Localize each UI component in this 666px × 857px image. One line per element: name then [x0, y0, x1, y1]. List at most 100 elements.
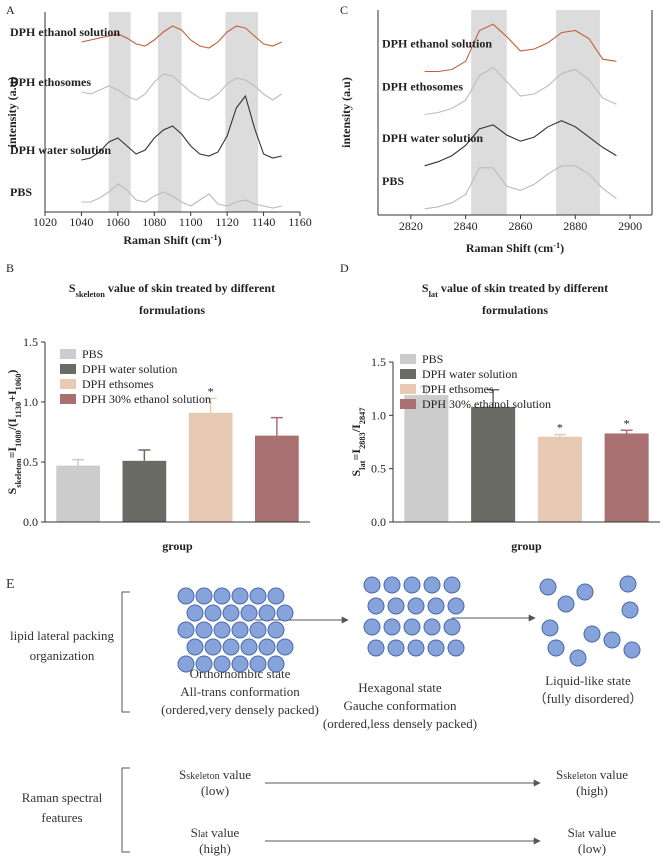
lipid	[195, 587, 213, 605]
lipid	[443, 618, 461, 636]
bar	[255, 435, 299, 522]
y-tick-label: 0.0	[23, 515, 38, 529]
state-text: Orthorhombic state	[190, 666, 291, 681]
shaded-band	[471, 10, 507, 215]
lipid	[195, 621, 213, 639]
state-text: （fully disordered）	[534, 691, 643, 706]
error-bar	[553, 433, 566, 437]
spectrum-line	[81, 25, 283, 49]
lipid	[621, 601, 639, 619]
x-tick-label: 2880	[563, 219, 587, 233]
lipid	[276, 604, 294, 622]
text-segment: /(I	[5, 418, 19, 431]
state-text: (ordered,less densely packed)	[323, 716, 477, 731]
lipid	[240, 604, 258, 622]
feature-name: Slat value	[191, 825, 240, 840]
lipid	[213, 587, 231, 605]
y-axis-label: intensity (a.u)	[5, 77, 19, 148]
legend-swatch	[400, 354, 416, 364]
legend-label: DPH 30% ethanol solution	[422, 397, 551, 411]
lipid	[231, 587, 249, 605]
series-label: DPH ethosomes	[382, 80, 463, 94]
lipid	[603, 631, 621, 649]
y-tick-label: 1.0	[23, 395, 38, 409]
text-segment: value	[208, 825, 240, 840]
text-segment: 1130	[14, 402, 23, 418]
x-tick-label: 1140	[252, 215, 276, 229]
x-tick-label: 2860	[508, 219, 532, 233]
legend-label: DPH ethsomes	[422, 382, 494, 396]
error-bar	[420, 385, 433, 396]
lipid	[383, 618, 401, 636]
series-label: PBS	[382, 174, 404, 188]
x-axis-label: group	[162, 539, 193, 553]
text-segment: 1080	[14, 430, 23, 447]
text-segment: 2847	[358, 407, 367, 424]
lipid	[231, 655, 249, 673]
lipid	[407, 639, 425, 657]
lipid	[623, 641, 641, 659]
y-axis-label: intensity (a.u)	[339, 77, 353, 148]
x-tick-label: 1100	[179, 215, 203, 229]
lipid	[443, 576, 461, 594]
lipid	[547, 639, 565, 657]
y-tick-label: 1.5	[23, 335, 38, 349]
x-tick-label: 1120	[215, 215, 239, 229]
bar	[471, 406, 516, 522]
text-segment: skeleton	[563, 771, 596, 782]
text-segment: intensity (a.u)	[339, 77, 353, 148]
text-segment: S	[69, 281, 76, 295]
x-tick-label: 2840	[454, 219, 478, 233]
lipid	[387, 639, 405, 657]
bar	[537, 436, 582, 522]
lipid	[186, 604, 204, 622]
text-segment: =I	[5, 447, 19, 459]
lipid	[619, 575, 637, 593]
significance: *	[208, 384, 214, 398]
spectrum-line	[81, 94, 282, 161]
lipid	[267, 587, 285, 605]
text-segment: )	[5, 370, 19, 374]
feature-level: (low)	[578, 841, 606, 856]
lipid	[447, 597, 465, 615]
x-tick-label: 2900	[618, 219, 642, 233]
legend-swatch	[60, 394, 76, 404]
panel-label: A	[6, 3, 15, 17]
shaded-band	[108, 12, 131, 212]
text-segment: S	[191, 825, 198, 840]
lipid	[541, 619, 559, 637]
text-segment: intensity (a.u)	[5, 77, 19, 148]
lipid	[423, 618, 441, 636]
x-axis-label: Raman Shift (cm-1)	[123, 233, 221, 248]
text-segment: 1060	[14, 374, 23, 391]
chart-title: formulations	[139, 303, 205, 317]
series-label: DPH ethanol solution	[10, 25, 120, 39]
text-segment: )	[218, 233, 222, 247]
state-text: Liquid-like state	[545, 673, 631, 688]
bracket	[121, 767, 130, 853]
lipid	[363, 576, 381, 594]
series-label: DPH water solution	[382, 131, 483, 145]
legend-label: DPH water solution	[82, 362, 177, 376]
lipid	[177, 655, 195, 673]
legend-label: DPH ethsomes	[82, 377, 154, 391]
text-segment: lat	[575, 829, 585, 840]
lipid	[195, 655, 213, 673]
y-tick-label: 0.5	[371, 462, 386, 476]
text-segment: formulations	[139, 303, 205, 317]
lipid	[569, 649, 587, 667]
feature-name: Sskeleton value	[179, 767, 251, 782]
panel-label: E	[6, 577, 15, 592]
legend-swatch	[400, 384, 416, 394]
lipid	[177, 621, 195, 639]
text-segment: +I	[5, 390, 19, 402]
shaded-band	[225, 12, 259, 212]
heading: lipid lateral packing	[10, 628, 114, 643]
panel-label: C	[340, 3, 348, 17]
lipid	[249, 655, 267, 673]
lipid	[427, 639, 445, 657]
state-text: (ordered,very densely packed)	[161, 702, 319, 717]
diagram: E lipid lateral packing organization Ort…	[6, 575, 643, 856]
text-segment: S	[556, 767, 563, 782]
lipid	[213, 621, 231, 639]
